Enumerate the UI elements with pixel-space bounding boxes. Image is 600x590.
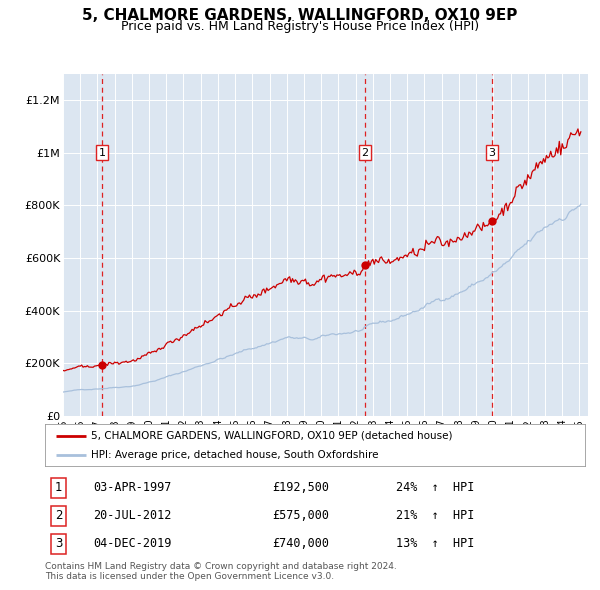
Text: £575,000: £575,000: [272, 509, 329, 522]
Text: £192,500: £192,500: [272, 481, 329, 494]
Text: 1: 1: [55, 481, 62, 494]
Text: 21%  ↑  HPI: 21% ↑ HPI: [396, 509, 475, 522]
Text: 5, CHALMORE GARDENS, WALLINGFORD, OX10 9EP (detached house): 5, CHALMORE GARDENS, WALLINGFORD, OX10 9…: [91, 431, 452, 441]
Text: Price paid vs. HM Land Registry's House Price Index (HPI): Price paid vs. HM Land Registry's House …: [121, 20, 479, 33]
Text: 24%  ↑  HPI: 24% ↑ HPI: [396, 481, 475, 494]
Text: 2: 2: [55, 509, 62, 522]
Text: 3: 3: [488, 148, 496, 158]
Text: This data is licensed under the Open Government Licence v3.0.: This data is licensed under the Open Gov…: [45, 572, 334, 581]
Text: £740,000: £740,000: [272, 537, 329, 550]
Text: 3: 3: [55, 537, 62, 550]
Text: Contains HM Land Registry data © Crown copyright and database right 2024.: Contains HM Land Registry data © Crown c…: [45, 562, 397, 571]
Text: 20-JUL-2012: 20-JUL-2012: [94, 509, 172, 522]
Text: 03-APR-1997: 03-APR-1997: [94, 481, 172, 494]
Text: 1: 1: [98, 148, 106, 158]
Text: 2: 2: [362, 148, 368, 158]
Text: HPI: Average price, detached house, South Oxfordshire: HPI: Average price, detached house, Sout…: [91, 450, 379, 460]
Text: 04-DEC-2019: 04-DEC-2019: [94, 537, 172, 550]
Text: 5, CHALMORE GARDENS, WALLINGFORD, OX10 9EP: 5, CHALMORE GARDENS, WALLINGFORD, OX10 9…: [82, 8, 518, 22]
Text: 13%  ↑  HPI: 13% ↑ HPI: [396, 537, 475, 550]
